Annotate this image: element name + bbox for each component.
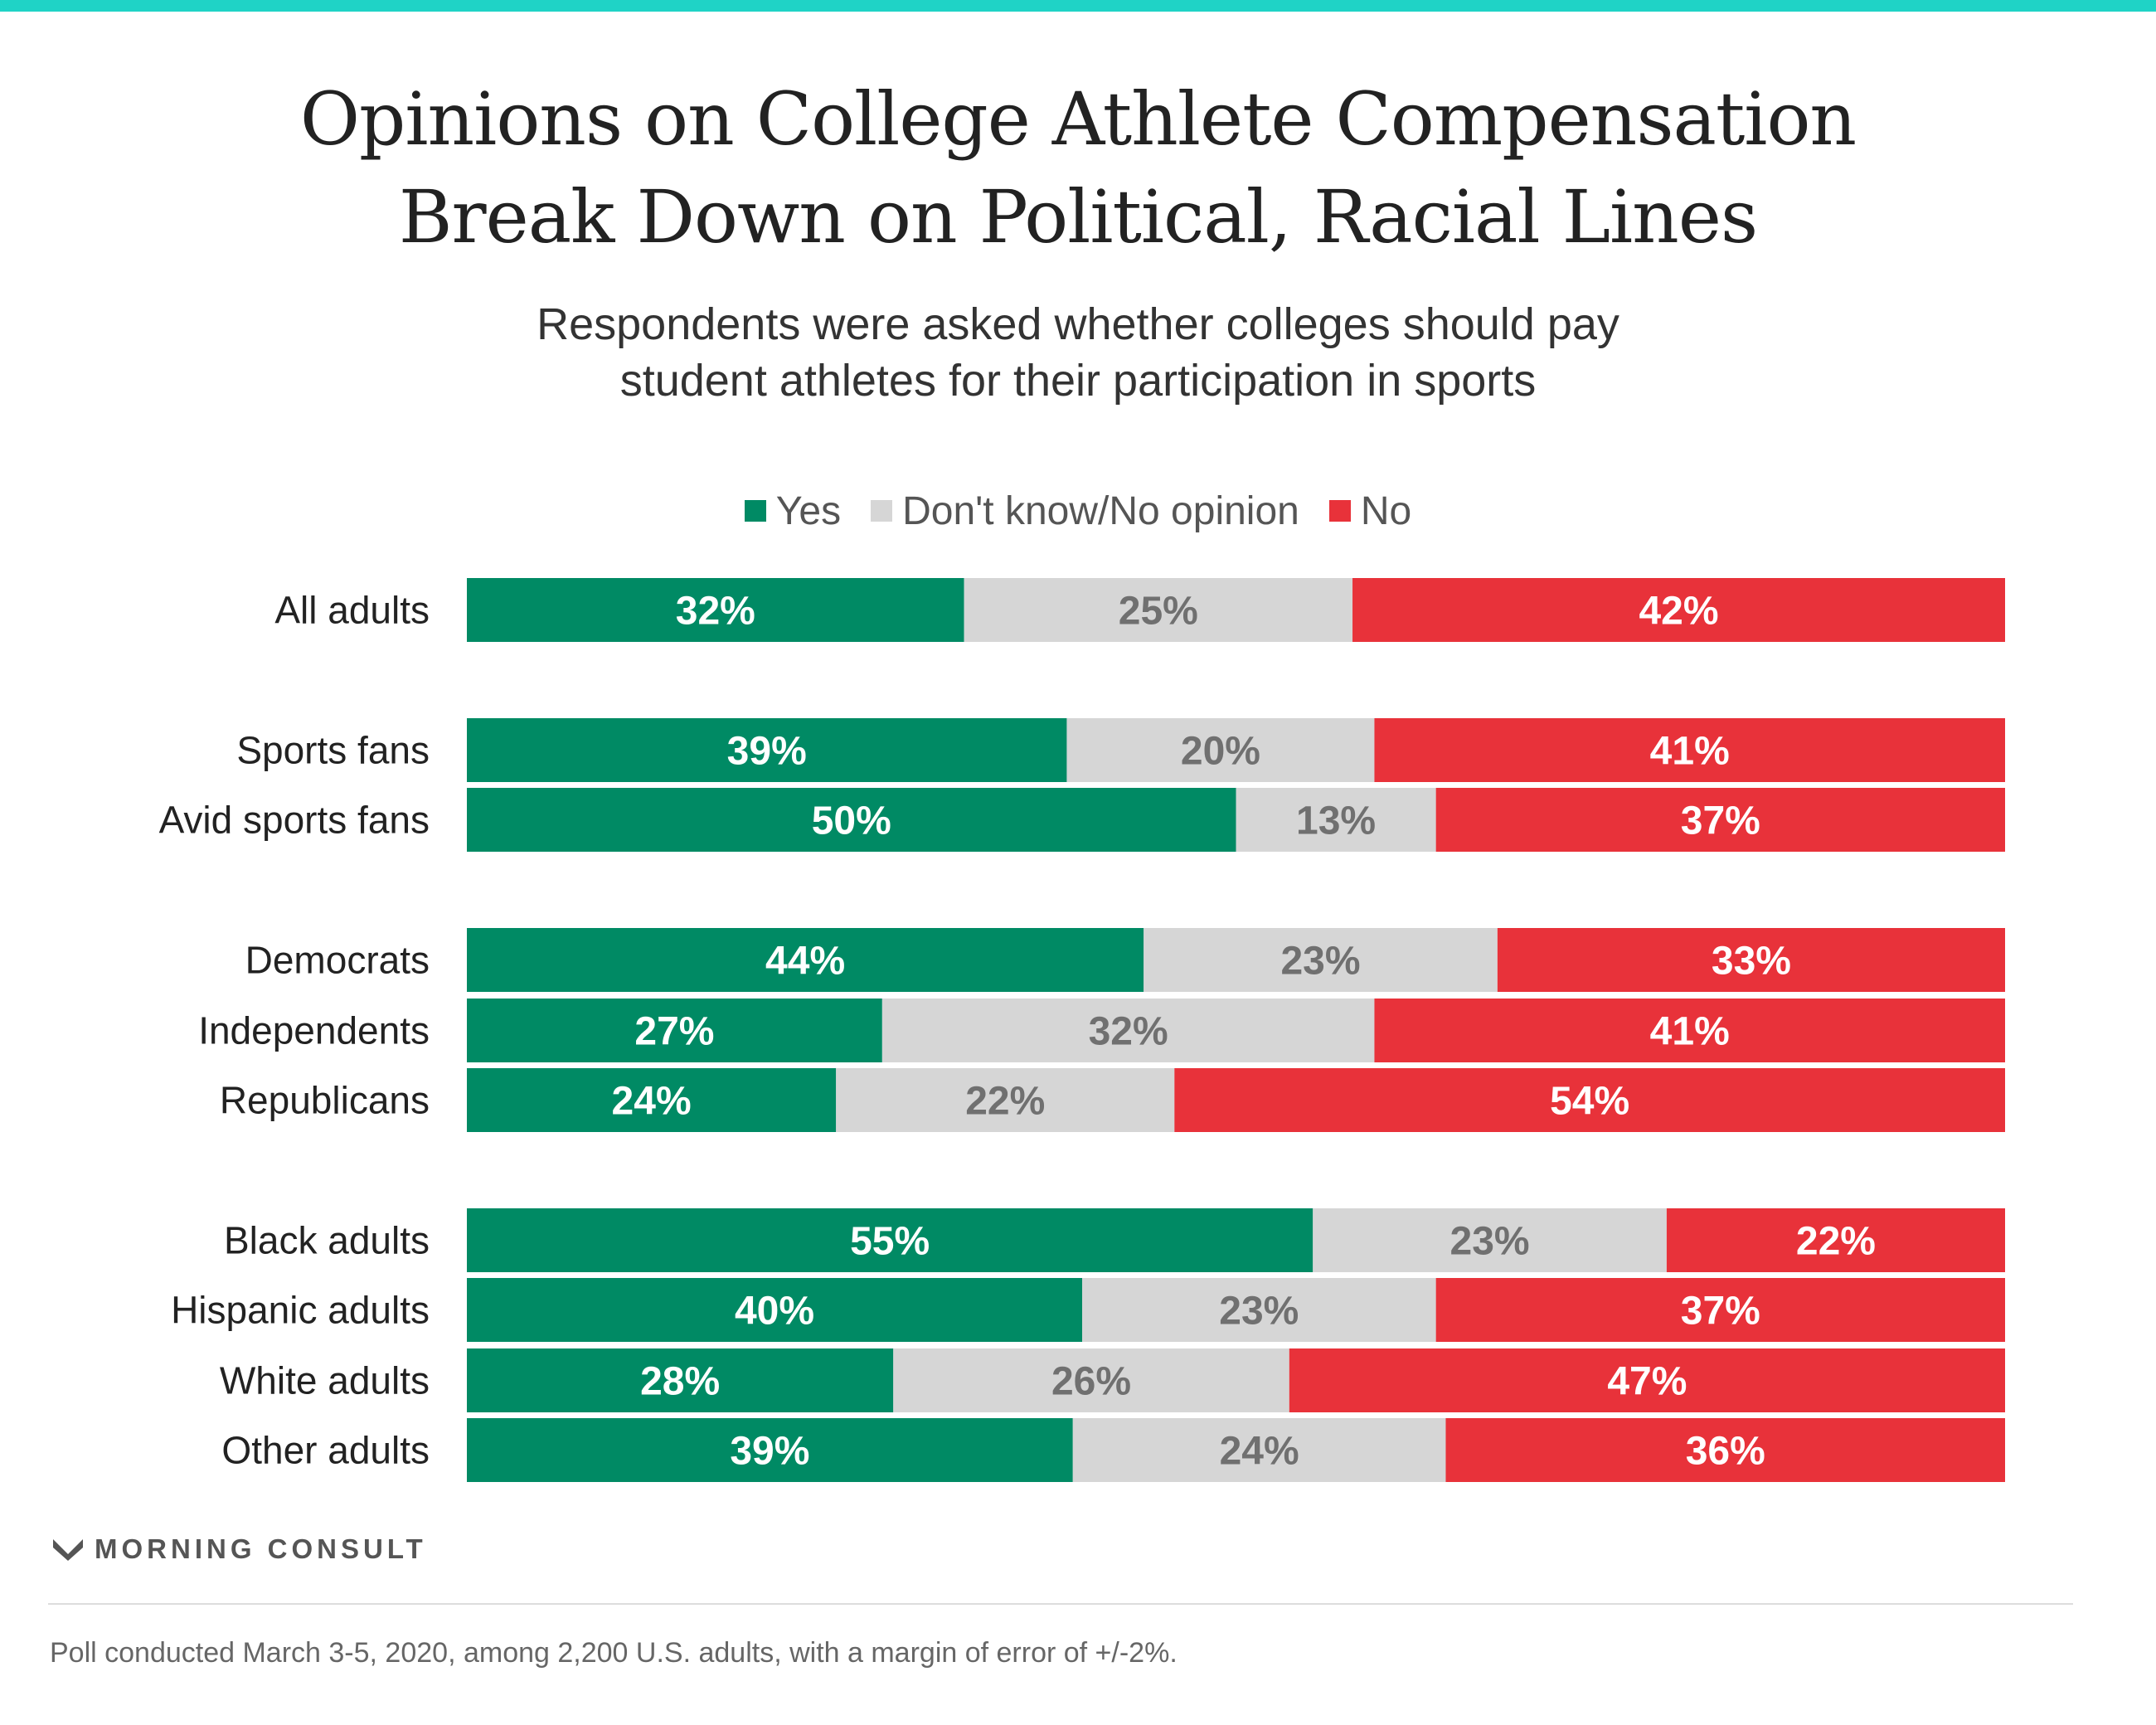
legend-item-yes: Yes (744, 488, 842, 534)
top-accent-rule (0, 0, 2156, 12)
category-label-hispanic-adults: Hispanic adults (171, 1289, 430, 1332)
legend-swatch-no (1328, 500, 1351, 522)
data-label-other-adults-yes: 39% (730, 1430, 809, 1474)
bar-independents-no (1374, 999, 2005, 1062)
data-label-democrats-no: 33% (1712, 940, 1791, 984)
bar-hispanic-adults-yes (467, 1278, 1082, 1342)
bar-all-adults-yes (467, 578, 964, 642)
data-label-hispanic-adults-don-t-know-no-opinion: 23% (1219, 1290, 1299, 1334)
legend-label-no: No (1360, 488, 1412, 533)
legend-item-no: No (1328, 488, 1412, 534)
bar-white-adults-yes (467, 1348, 894, 1412)
data-label-white-adults-don-t-know-no-opinion: 26% (1051, 1360, 1131, 1404)
bar-avid-sports-fans-don-t-know-no-opinion (1236, 788, 1436, 852)
data-label-democrats-don-t-know-no-opinion: 23% (1280, 940, 1360, 984)
data-label-all-adults-yes: 32% (676, 590, 755, 634)
category-label-democrats: Democrats (245, 939, 430, 982)
bar-democrats-don-t-know-no-opinion (1144, 928, 1498, 992)
bar-all-adults-no (1352, 578, 2005, 642)
data-label-all-adults-don-t-know-no-opinion: 25% (1119, 590, 1198, 634)
bar-sports-fans-yes (467, 718, 1067, 782)
footnote: Poll conducted March 3-5, 2020, among 2,… (50, 1637, 1178, 1669)
bar-other-adults-no (1445, 1418, 2005, 1482)
footer-divider (48, 1603, 2073, 1605)
data-label-sports-fans-don-t-know-no-opinion: 20% (1181, 730, 1260, 774)
bar-avid-sports-fans-yes (467, 788, 1236, 852)
data-label-white-adults-yes: 28% (640, 1360, 720, 1404)
bar-white-adults-no (1289, 1348, 2005, 1412)
data-label-black-adults-yes: 55% (850, 1220, 930, 1264)
bar-republicans-yes (467, 1068, 837, 1132)
bar-democrats-no (1497, 928, 2005, 992)
data-label-independents-don-t-know-no-opinion: 32% (1089, 1010, 1168, 1054)
data-label-all-adults-no: 42% (1639, 590, 1718, 634)
data-label-avid-sports-fans-no: 37% (1681, 799, 1760, 843)
data-label-democrats-yes: 44% (765, 940, 845, 984)
data-label-avid-sports-fans-don-t-know-no-opinion: 13% (1296, 799, 1376, 843)
category-label-black-adults: Black adults (224, 1219, 430, 1262)
chart-title-line-1: Opinions on College Athlete Compensation (299, 76, 1857, 162)
bar-all-adults-don-t-know-no-opinion (964, 578, 1353, 642)
category-label-other-adults: Other adults (221, 1429, 430, 1472)
bar-black-adults-don-t-know-no-opinion (1313, 1208, 1667, 1272)
legend: Yes Don't know/No opinion No (0, 486, 2156, 536)
data-label-republicans-yes: 24% (612, 1080, 692, 1124)
bar-hispanic-adults-no (1435, 1278, 2005, 1342)
bar-sports-fans-no (1374, 718, 2005, 782)
category-label-independents: Independents (198, 1009, 430, 1052)
bar-black-adults-yes (467, 1208, 1314, 1272)
data-label-avid-sports-fans-yes: 50% (812, 799, 891, 843)
bar-independents-don-t-know-no-opinion (881, 999, 1375, 1062)
data-label-independents-no: 41% (1650, 1010, 1730, 1054)
data-label-white-adults-no: 47% (1607, 1360, 1687, 1404)
morning-consult-logo: MORNING CONSULT (51, 1533, 427, 1566)
bar-republicans-no (1174, 1068, 2005, 1132)
bar-republicans-don-t-know-no-opinion (836, 1068, 1175, 1132)
bar-hispanic-adults-don-t-know-no-opinion (1082, 1278, 1436, 1342)
m-logo-icon (53, 1539, 83, 1561)
legend-item-dont-know: Don't know/No opinion (871, 488, 1299, 534)
bar-sports-fans-don-t-know-no-opinion (1066, 718, 1375, 782)
chart-title-line-2: Break Down on Political, Racial Lines (398, 174, 1758, 260)
data-label-other-adults-no: 36% (1686, 1430, 1765, 1474)
bar-white-adults-don-t-know-no-opinion (893, 1348, 1289, 1412)
data-label-republicans-no: 54% (1550, 1080, 1629, 1124)
chart-subtitle-line-2: student athletes for their participation… (619, 356, 1537, 406)
data-label-republicans-don-t-know-no-opinion: 22% (965, 1080, 1045, 1124)
bar-avid-sports-fans-no (1435, 788, 2005, 852)
data-label-black-adults-don-t-know-no-opinion: 23% (1450, 1220, 1530, 1264)
data-label-black-adults-no: 22% (1796, 1220, 1876, 1264)
legend-swatch-dont-know (871, 500, 893, 522)
data-label-sports-fans-yes: 39% (727, 730, 807, 774)
legend-label-dont-know: Don't know/No opinion (902, 488, 1299, 533)
bar-independents-yes (467, 999, 882, 1062)
category-label-avid-sports-fans: Avid sports fans (159, 799, 430, 842)
data-label-other-adults-don-t-know-no-opinion: 24% (1220, 1430, 1299, 1474)
logo-wordmark: MORNING CONSULT (95, 1533, 427, 1564)
category-label-white-adults: White adults (220, 1359, 430, 1402)
bar-black-adults-no (1666, 1208, 2005, 1272)
data-label-hispanic-adults-no: 37% (1681, 1290, 1760, 1334)
category-label-republicans: Republicans (220, 1079, 430, 1122)
bar-other-adults-yes (467, 1418, 1073, 1482)
category-label-sports-fans: Sports fans (236, 729, 430, 772)
data-label-independents-yes: 27% (634, 1010, 714, 1054)
data-label-sports-fans-no: 41% (1650, 730, 1730, 774)
legend-swatch-yes (744, 500, 766, 522)
chart-subtitle-line-1: Respondents were asked whether colleges … (537, 299, 1619, 349)
category-label-all-adults: All adults (274, 589, 430, 632)
bar-other-adults-don-t-know-no-opinion (1072, 1418, 1446, 1482)
bar-democrats-yes (467, 928, 1144, 992)
data-label-hispanic-adults-yes: 40% (735, 1290, 814, 1334)
legend-label-yes: Yes (775, 488, 842, 533)
